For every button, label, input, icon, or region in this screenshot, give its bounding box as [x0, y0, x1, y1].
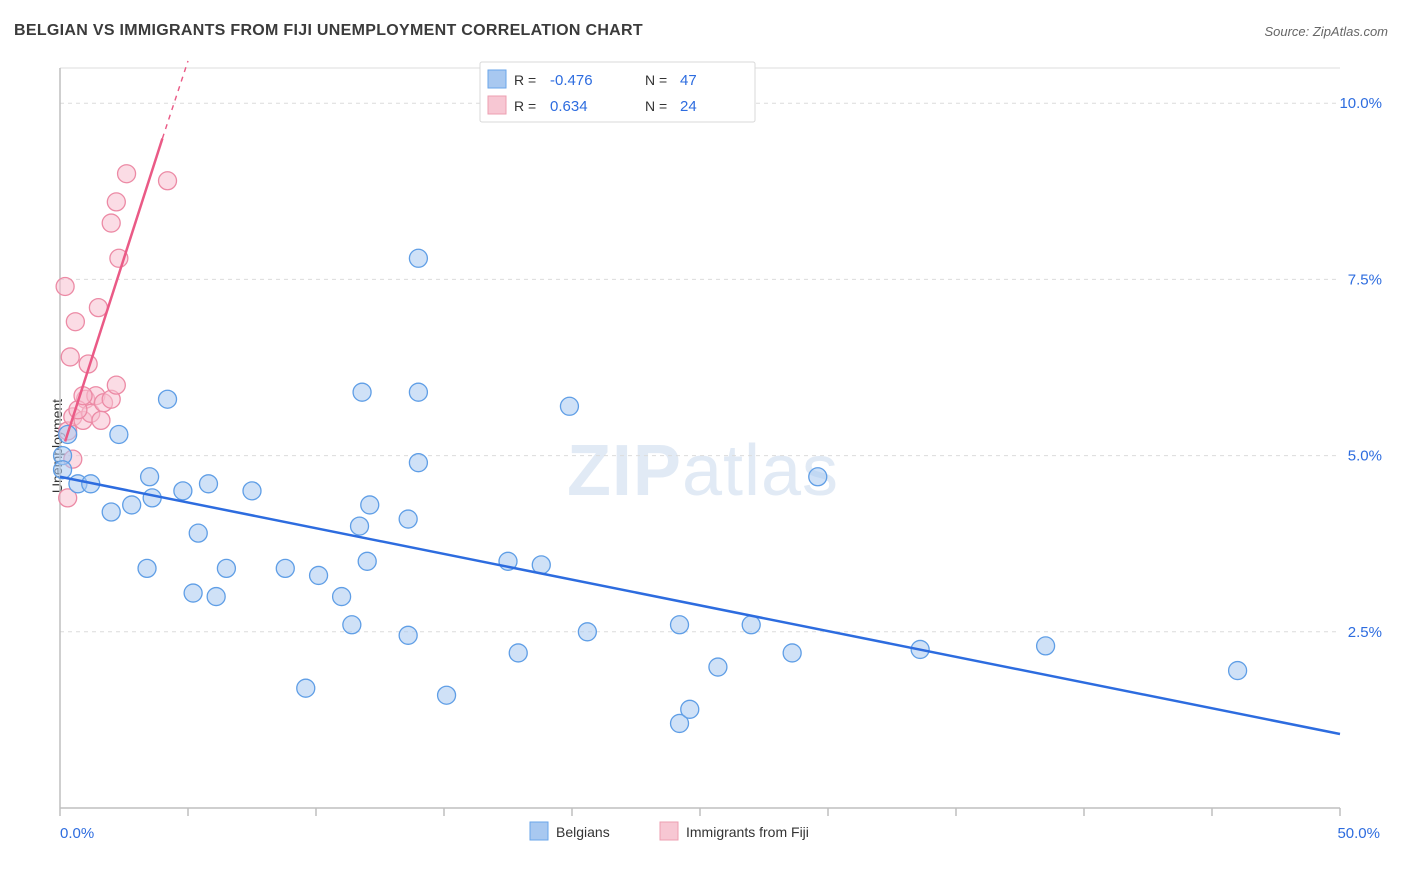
point-belgian	[199, 475, 217, 493]
point-belgian	[399, 510, 417, 528]
point-fiji	[89, 299, 107, 317]
point-belgian	[353, 383, 371, 401]
legend-swatch	[530, 822, 548, 840]
point-belgian	[578, 623, 596, 641]
legend-swatch	[488, 70, 506, 88]
legend-swatch	[488, 96, 506, 114]
point-belgian	[742, 616, 760, 634]
legend-swatch	[660, 822, 678, 840]
chart-area: 2.5% 5.0% 7.5% 10.0% 0.0% 50.0% R = -0.476 N = 47…	[50, 58, 1390, 858]
point-belgian	[217, 559, 235, 577]
legend-n-label: N =	[645, 98, 667, 114]
point-belgian	[159, 390, 177, 408]
point-fiji	[159, 172, 177, 190]
point-belgian	[409, 454, 427, 472]
x-tick-label: 50.0%	[1337, 825, 1380, 842]
point-belgian	[1037, 637, 1055, 655]
point-fiji	[107, 376, 125, 394]
point-fiji	[92, 411, 110, 429]
point-belgian	[143, 489, 161, 507]
legend-series-label: Immigrants from Fiji	[686, 824, 809, 840]
point-fiji	[107, 193, 125, 211]
point-belgian	[138, 559, 156, 577]
point-fiji	[61, 348, 79, 366]
legend-n-label: N =	[645, 72, 667, 88]
point-belgian	[110, 425, 128, 443]
point-belgian	[509, 644, 527, 662]
legend-series-label: Belgians	[556, 824, 610, 840]
scatter-chart-svg: 2.5% 5.0% 7.5% 10.0% 0.0% 50.0% R = -0.476 N = 47…	[50, 58, 1390, 858]
point-belgian	[184, 584, 202, 602]
x-tick-label: 0.0%	[60, 825, 94, 842]
legend-r-label: R =	[514, 72, 536, 88]
legend-r-value: 0.634	[550, 98, 588, 115]
y-tick-label: 7.5%	[1348, 271, 1382, 288]
point-belgian	[560, 397, 578, 415]
point-belgian	[809, 468, 827, 486]
point-belgian	[681, 700, 699, 718]
point-belgian	[189, 524, 207, 542]
point-belgian	[361, 496, 379, 514]
chart-title: BELGIAN VS IMMIGRANTS FROM FIJI UNEMPLOY…	[14, 22, 643, 40]
point-belgian	[310, 566, 328, 584]
legend-r-label: R =	[514, 98, 536, 114]
point-belgian	[123, 496, 141, 514]
point-belgian	[141, 468, 159, 486]
point-belgian	[207, 588, 225, 606]
point-belgian	[709, 658, 727, 676]
y-tick-label: 5.0%	[1348, 448, 1382, 465]
point-belgian	[783, 644, 801, 662]
point-belgian	[333, 588, 351, 606]
point-belgian	[174, 482, 192, 500]
point-belgian	[671, 616, 689, 634]
point-belgian	[276, 559, 294, 577]
point-fiji	[66, 313, 84, 331]
point-belgian	[297, 679, 315, 697]
point-fiji	[118, 165, 136, 183]
source-attribution: Source: ZipAtlas.com	[1264, 24, 1388, 39]
point-belgian	[399, 626, 417, 644]
point-fiji	[102, 214, 120, 232]
point-belgian	[438, 686, 456, 704]
trendline-belgian	[60, 477, 1340, 734]
point-belgian	[243, 482, 261, 500]
point-belgian	[358, 552, 376, 570]
y-tick-label: 10.0%	[1339, 95, 1382, 112]
legend-n-value: 24	[680, 98, 697, 115]
point-belgian	[409, 249, 427, 267]
point-belgian	[343, 616, 361, 634]
point-belgian	[351, 517, 369, 535]
point-fiji	[56, 277, 74, 295]
point-belgian	[409, 383, 427, 401]
y-tick-label: 2.5%	[1348, 624, 1382, 641]
legend-n-value: 47	[680, 72, 697, 89]
point-belgian	[1229, 662, 1247, 680]
trendline-fiji-dash	[162, 61, 188, 139]
point-belgian	[102, 503, 120, 521]
legend-r-value: -0.476	[550, 72, 593, 89]
